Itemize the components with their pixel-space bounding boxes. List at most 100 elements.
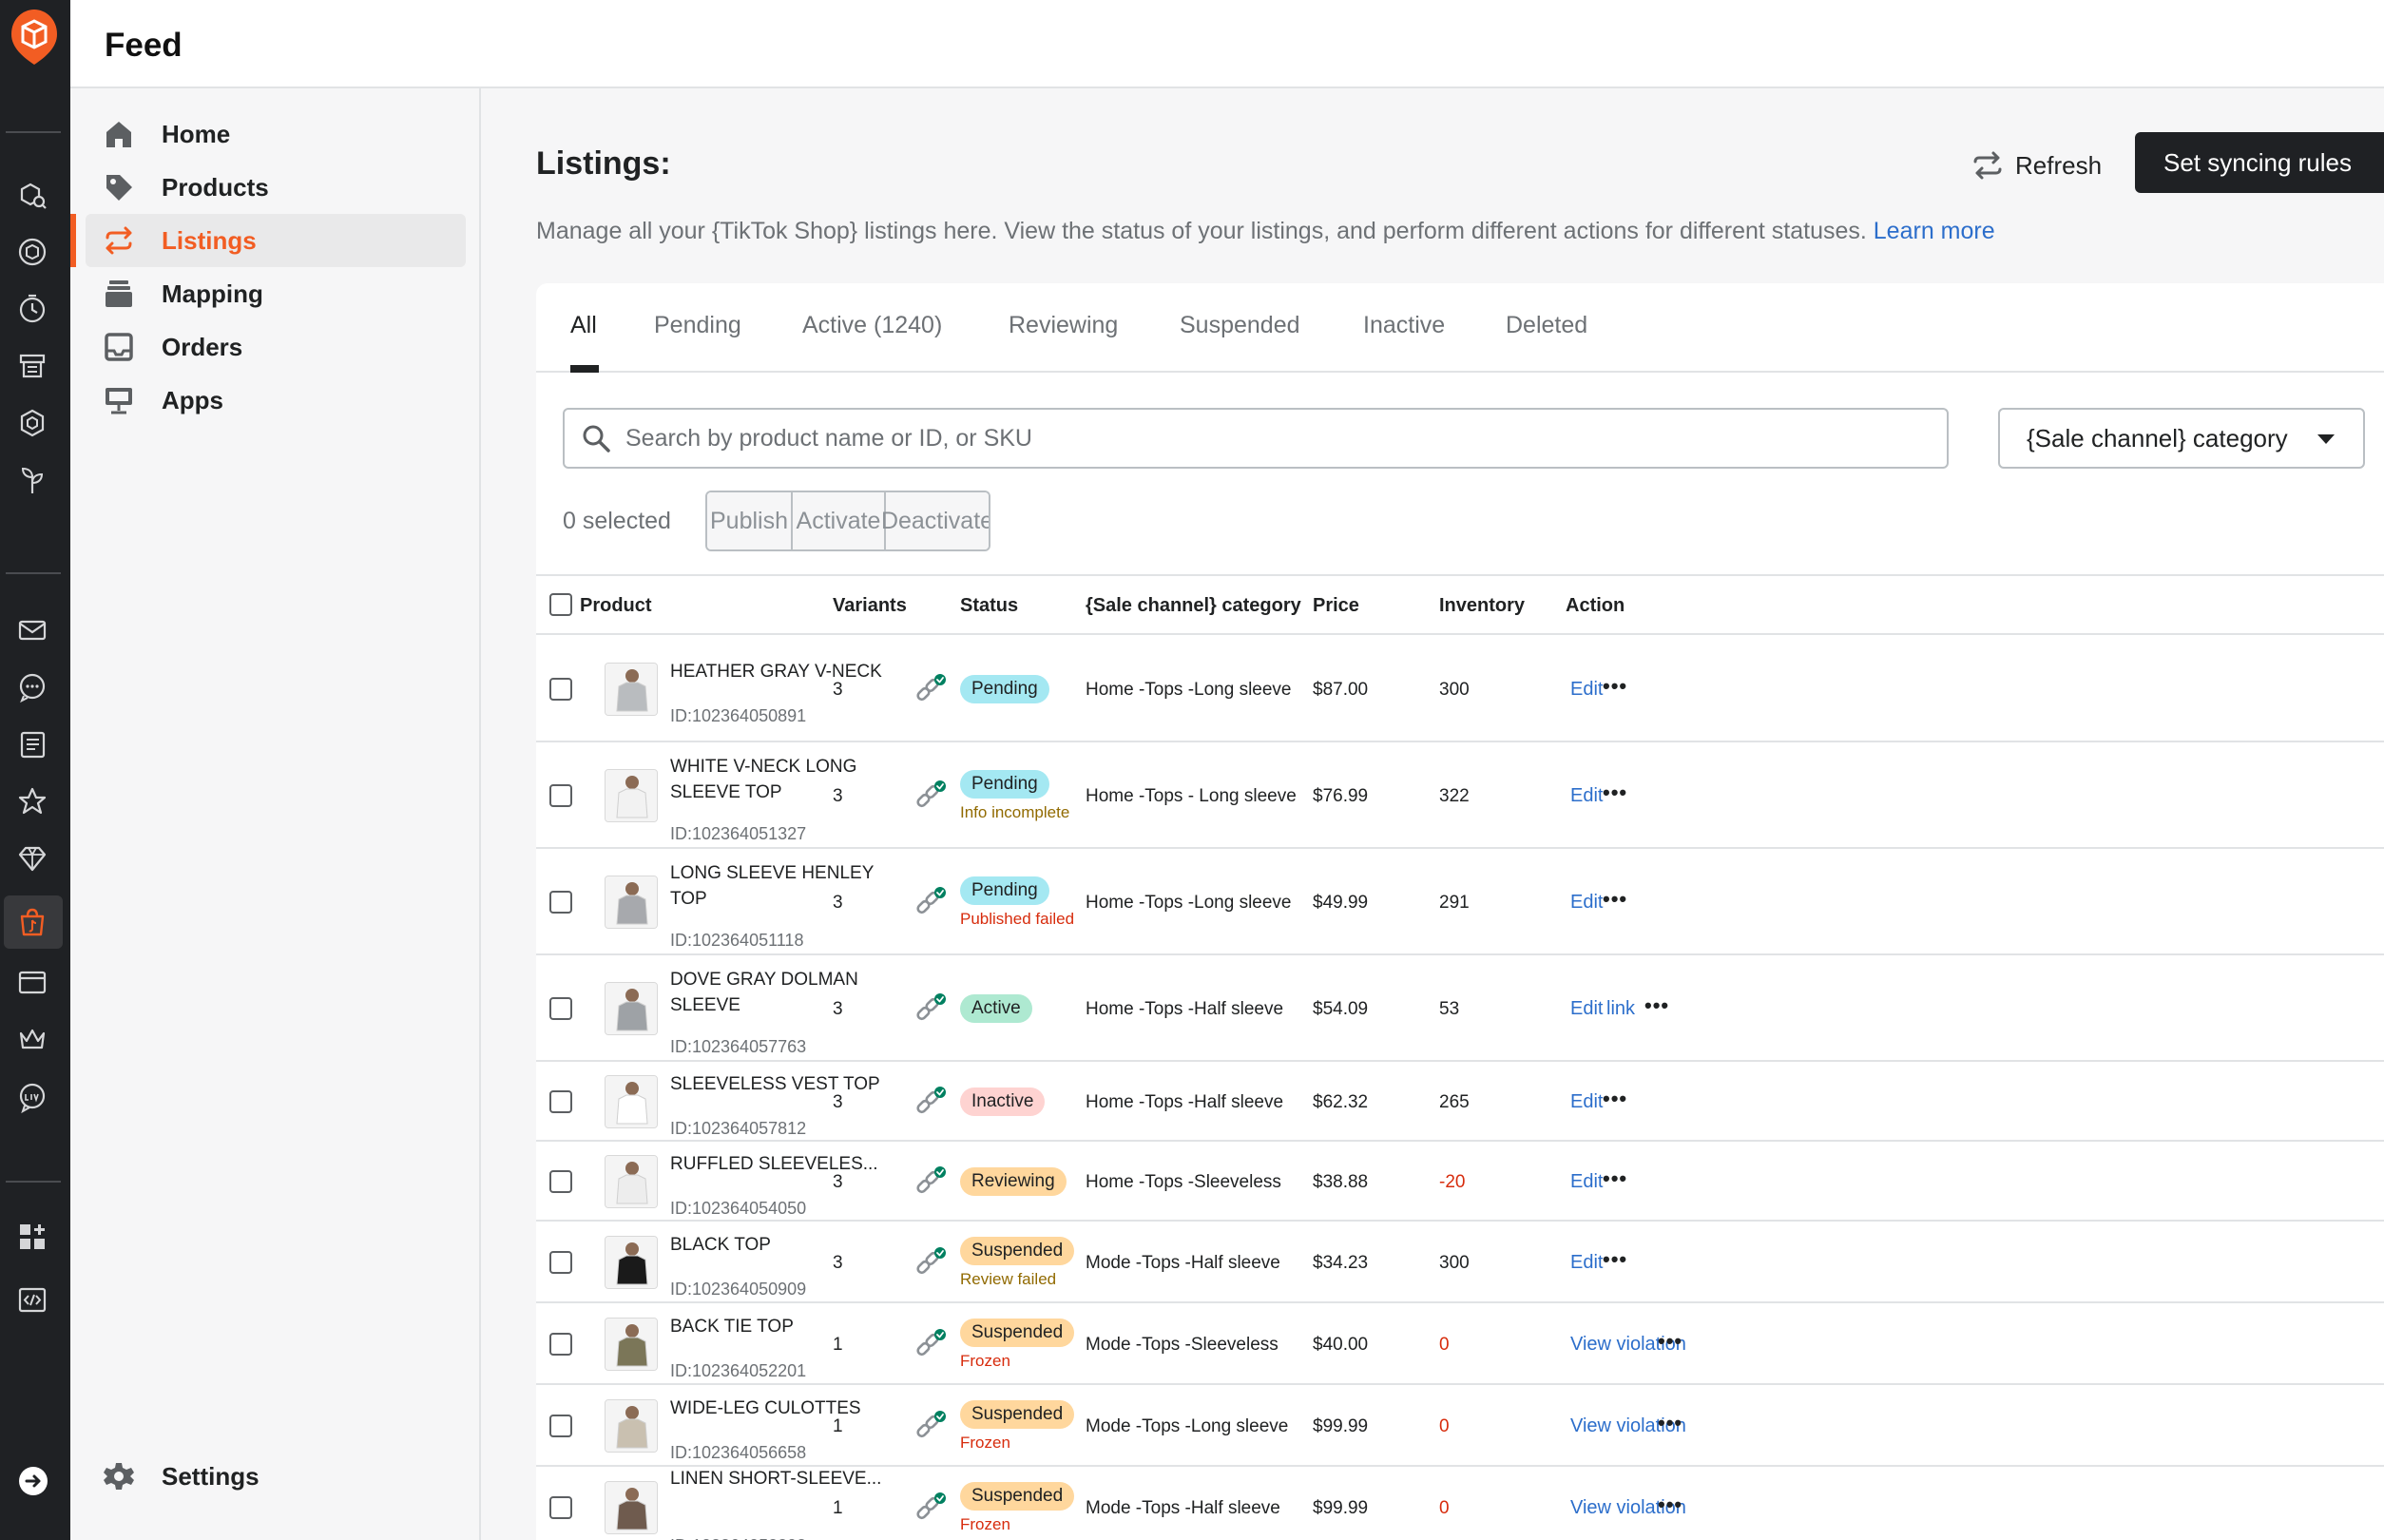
nav-item-settings[interactable]: Settings (86, 1450, 466, 1503)
learn-more-link[interactable]: Learn more (1873, 218, 1995, 244)
clock-icon[interactable] (16, 293, 48, 325)
more-actions-icon[interactable]: ••• (1644, 993, 1670, 1017)
product-name[interactable]: SLEEVELESS VEST TOP (670, 1074, 880, 1094)
row-action-link[interactable]: Edit (1570, 1171, 1604, 1192)
plant-icon[interactable] (16, 464, 48, 496)
row-action-link[interactable]: Edit (1570, 1252, 1604, 1273)
nav-item-mapping[interactable]: Mapping (86, 267, 466, 320)
tab-all[interactable]: All (570, 312, 597, 338)
product-name[interactable]: LONG SLEEVE HENLEY TOP (670, 863, 875, 909)
store-icon[interactable] (16, 350, 48, 382)
product-thumbnail[interactable] (605, 1236, 658, 1289)
select-all-checkbox[interactable] (549, 593, 572, 616)
row-checkbox[interactable] (549, 1333, 572, 1356)
product-name[interactable]: WIDE-LEG CULOTTES (670, 1398, 861, 1418)
diamond-icon[interactable] (16, 842, 48, 875)
cube-icon[interactable] (16, 236, 48, 268)
product-thumbnail[interactable] (605, 1155, 658, 1208)
chat-icon[interactable] (16, 671, 48, 703)
row-checkbox[interactable] (549, 1415, 572, 1437)
add-widget-icon[interactable] (16, 1221, 48, 1253)
row-checkbox[interactable] (549, 678, 572, 701)
row-checkbox[interactable] (549, 784, 572, 807)
more-actions-icon[interactable]: ••• (1603, 1166, 1628, 1190)
app-logo-icon[interactable] (8, 8, 61, 67)
publish-button[interactable]: Publish (707, 492, 793, 549)
row-checkbox[interactable] (549, 1090, 572, 1113)
product-thumbnail[interactable] (605, 876, 658, 929)
tab-deleted[interactable]: Deleted (1506, 312, 1588, 338)
product-name[interactable]: DOVE GRAY DOLMAN SLEEVE (670, 970, 858, 1015)
set-syncing-rules-button[interactable]: Set syncing rules (2135, 132, 2384, 193)
linked-icon[interactable] (914, 885, 949, 919)
more-actions-icon[interactable]: ••• (1603, 887, 1628, 911)
linked-icon[interactable] (914, 1245, 949, 1280)
more-actions-icon[interactable]: ••• (1658, 1411, 1683, 1434)
product-name[interactable]: LINEN SHORT-SLEEVE... (670, 1469, 882, 1489)
product-name[interactable]: RUFFLED SLEEVELES... (670, 1154, 878, 1174)
row-checkbox[interactable] (549, 1170, 572, 1193)
tab-suspended[interactable]: Suspended (1180, 312, 1300, 338)
linked-icon[interactable] (914, 1165, 949, 1199)
row-checkbox[interactable] (549, 1496, 572, 1519)
row-action-link[interactable]: Edit (1570, 998, 1604, 1019)
product-name[interactable]: HEATHER GRAY V-NECK (670, 662, 882, 682)
product-thumbnail[interactable] (605, 1075, 658, 1128)
row-action-link[interactable]: Edit (1570, 785, 1604, 806)
linked-icon[interactable] (914, 1409, 949, 1443)
linked-icon[interactable] (914, 672, 949, 706)
package-icon[interactable] (16, 407, 48, 439)
product-name[interactable]: BLACK TOP (670, 1235, 771, 1255)
row-action-link[interactable]: View violation (1570, 1497, 1686, 1518)
row-checkbox[interactable] (549, 997, 572, 1020)
activate-button[interactable]: Activate (793, 492, 886, 549)
nav-item-orders[interactable]: Orders (86, 320, 466, 374)
product-search-icon[interactable] (16, 179, 48, 211)
collapse-rail-button[interactable] (19, 1467, 48, 1495)
more-actions-icon[interactable]: ••• (1603, 1087, 1628, 1110)
more-actions-icon[interactable]: ••• (1658, 1329, 1683, 1353)
browser-icon[interactable] (16, 966, 48, 998)
more-actions-icon[interactable]: ••• (1603, 780, 1628, 804)
row-action-link[interactable]: Edit (1570, 892, 1604, 913)
row-action-link[interactable]: View violation (1570, 1334, 1686, 1355)
tab-reviewing[interactable]: Reviewing (1009, 312, 1119, 338)
nav-item-listings[interactable]: Listings (70, 214, 466, 267)
row-action-link[interactable]: Edit (1570, 679, 1604, 700)
linked-icon[interactable] (914, 1491, 949, 1525)
product-thumbnail[interactable] (605, 982, 658, 1035)
linked-icon[interactable] (914, 779, 949, 813)
more-actions-icon[interactable]: ••• (1603, 1247, 1628, 1271)
mail-icon[interactable] (16, 614, 48, 646)
tab-active[interactable]: Active (1240) (802, 312, 943, 338)
linked-icon[interactable] (914, 1085, 949, 1119)
linked-icon[interactable] (914, 1327, 949, 1361)
tiktok-shop-icon[interactable] (16, 906, 48, 938)
product-thumbnail[interactable] (605, 663, 658, 716)
tab-inactive[interactable]: Inactive (1363, 312, 1446, 338)
row-checkbox[interactable] (549, 891, 572, 914)
product-thumbnail[interactable] (605, 769, 658, 822)
live-chat-icon[interactable] (16, 1082, 48, 1114)
nav-item-products[interactable]: Products (86, 161, 466, 214)
search-input[interactable] (625, 424, 1937, 452)
nav-item-home[interactable]: Home (86, 107, 466, 161)
more-actions-icon[interactable]: ••• (1603, 674, 1628, 698)
crown-icon[interactable] (16, 1023, 48, 1055)
row-checkbox[interactable] (549, 1251, 572, 1274)
row-link-action[interactable]: link (1606, 998, 1636, 1019)
row-action-link[interactable]: View violation (1570, 1415, 1686, 1436)
row-action-link[interactable]: Edit (1570, 1091, 1604, 1112)
more-actions-icon[interactable]: ••• (1658, 1492, 1683, 1516)
linked-icon[interactable] (914, 991, 949, 1026)
product-thumbnail[interactable] (605, 1318, 658, 1371)
product-thumbnail[interactable] (605, 1399, 658, 1453)
product-thumbnail[interactable] (605, 1481, 658, 1534)
star-icon[interactable] (16, 785, 48, 818)
deactivate-button[interactable]: Deactivate (881, 492, 989, 549)
tab-pending[interactable]: Pending (654, 312, 741, 338)
product-name[interactable]: WHITE V-NECK LONG SLEEVE TOP (670, 757, 857, 802)
product-name[interactable]: BACK TIE TOP (670, 1317, 794, 1337)
category-select[interactable]: {Sale channel} category (1998, 408, 2365, 469)
nav-item-apps[interactable]: Apps (86, 374, 466, 427)
